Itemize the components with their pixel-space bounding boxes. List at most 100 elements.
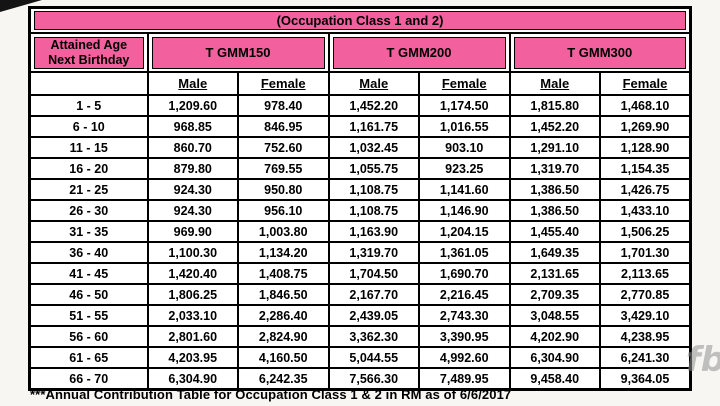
premium-value-cell: 769.55 xyxy=(237,157,330,180)
premium-value-cell: 2,167.70 xyxy=(327,283,420,306)
premium-value-cell: 1,003.80 xyxy=(237,220,330,243)
age-range-cell: 66 - 70 xyxy=(28,367,149,391)
gender-header-label: Male xyxy=(178,76,208,91)
premium-value-cell: 1,319.70 xyxy=(508,157,601,180)
age-range-cell: 26 - 30 xyxy=(28,199,149,222)
premium-value-cell: 846.95 xyxy=(237,115,330,138)
premium-value-cell: 1,426.75 xyxy=(599,178,692,201)
premium-value-cell: 4,203.95 xyxy=(146,346,239,369)
gender-header-female: Female xyxy=(599,71,692,96)
table-row: 41 - 45 1,420.40 1,408.75 1,704.50 1,690.70 2… xyxy=(28,262,692,285)
age-range-cell: 61 - 65 xyxy=(28,346,149,369)
premium-value-cell: 1,128.90 xyxy=(599,136,692,159)
premium-value-cell: 1,163.90 xyxy=(327,220,420,243)
premium-value-cell: 1,016.55 xyxy=(418,115,511,138)
premium-value-cell: 1,108.75 xyxy=(327,199,420,222)
premium-value-cell: 879.80 xyxy=(146,157,239,180)
premium-value-cell: 6,304.90 xyxy=(146,367,239,391)
table-row: 11 - 15 860.70 752.60 1,032.45 903.10 1,291.1… xyxy=(28,136,692,159)
table-body: 1 - 5 1,209.60 978.40 1,452.20 1,174.50 1,815… xyxy=(28,94,692,391)
premium-value-cell: 1,291.10 xyxy=(508,136,601,159)
premium-value-cell: 1,408.75 xyxy=(237,262,330,285)
age-range-cell: 31 - 35 xyxy=(28,220,149,243)
gender-header-male: Male xyxy=(327,71,420,96)
age-range-cell: 11 - 15 xyxy=(28,136,149,159)
premium-value-cell: 1,455.40 xyxy=(508,220,601,243)
premium-value-cell: 1,134.20 xyxy=(237,241,330,264)
gender-header-male: Male xyxy=(146,71,239,96)
age-range-cell: 21 - 25 xyxy=(28,178,149,201)
premium-value-cell: 1,209.60 xyxy=(146,94,239,117)
premium-value-cell: 1,161.75 xyxy=(327,115,420,138)
table-row: 26 - 30 924.30 956.10 1,108.75 1,146.90 1,386… xyxy=(28,199,692,222)
premium-value-cell: 1,806.25 xyxy=(146,283,239,306)
age-range-cell: 46 - 50 xyxy=(28,283,149,306)
premium-value-cell: 752.60 xyxy=(237,136,330,159)
gender-header-female: Female xyxy=(418,71,511,96)
premium-value-cell: 1,701.30 xyxy=(599,241,692,264)
age-range-cell: 41 - 45 xyxy=(28,262,149,285)
premium-value-cell: 978.40 xyxy=(237,94,330,117)
gender-header-row: Male Female Male Female Male Female xyxy=(28,71,692,96)
premium-value-cell: 7,489.95 xyxy=(418,367,511,391)
premium-value-cell: 1,154.35 xyxy=(599,157,692,180)
age-range-cell: 6 - 10 xyxy=(28,115,149,138)
premium-value-cell: 4,202.90 xyxy=(508,325,601,348)
premium-value-cell: 860.70 xyxy=(146,136,239,159)
gender-header-label: Female xyxy=(441,76,487,91)
premium-value-cell: 1,690.70 xyxy=(418,262,511,285)
premium-value-cell: 2,439.05 xyxy=(327,304,420,327)
premium-value-cell: 1,146.90 xyxy=(418,199,511,222)
plan-header-cell-gmm150: T GMM150 xyxy=(146,32,330,73)
premium-value-cell: 969.90 xyxy=(146,220,239,243)
plan-header-gmm200: T GMM200 xyxy=(332,36,506,69)
premium-value-cell: 1,174.50 xyxy=(418,94,511,117)
age-header: Attained Age Next Birthday xyxy=(34,36,144,69)
premium-value-cell: 5,044.55 xyxy=(327,346,420,369)
premium-value-cell: 1,420.40 xyxy=(146,262,239,285)
premium-value-cell: 1,386.50 xyxy=(508,178,601,201)
premium-value-cell: 9,458.40 xyxy=(508,367,601,391)
contribution-table: (Occupation Class 1 and 2) Attained Age … xyxy=(28,6,692,391)
premium-value-cell: 2,286.40 xyxy=(237,304,330,327)
premium-value-cell: 1,319.70 xyxy=(327,241,420,264)
premium-value-cell: 1,452.20 xyxy=(327,94,420,117)
premium-value-cell: 2,770.85 xyxy=(599,283,692,306)
premium-value-cell: 3,390.95 xyxy=(418,325,511,348)
premium-value-cell: 923.25 xyxy=(418,157,511,180)
table-row: 61 - 65 4,203.95 4,160.50 5,044.55 4,992.60 6… xyxy=(28,346,692,369)
premium-value-cell: 2,216.45 xyxy=(418,283,511,306)
premium-value-cell: 950.80 xyxy=(237,178,330,201)
age-range-cell: 51 - 55 xyxy=(28,304,149,327)
premium-value-cell: 6,241.30 xyxy=(599,346,692,369)
premium-value-cell: 903.10 xyxy=(418,136,511,159)
table-row: 16 - 20 879.80 769.55 1,055.75 923.25 1,319.7… xyxy=(28,157,692,180)
premium-value-cell: 1,815.80 xyxy=(508,94,601,117)
table-row: 36 - 40 1,100.30 1,134.20 1,319.70 1,361.05 1… xyxy=(28,241,692,264)
plan-header-gmm300: T GMM300 xyxy=(513,36,686,69)
table-row: 6 - 10 968.85 846.95 1,161.75 1,016.55 1,452.… xyxy=(28,115,692,138)
age-range-cell: 1 - 5 xyxy=(28,94,149,117)
table-row: 1 - 5 1,209.60 978.40 1,452.20 1,174.50 1,815… xyxy=(28,94,692,117)
premium-value-cell: 9,364.05 xyxy=(599,367,692,391)
premium-value-cell: 4,160.50 xyxy=(237,346,330,369)
premium-value-cell: 1,433.10 xyxy=(599,199,692,222)
premium-value-cell: 4,992.60 xyxy=(418,346,511,369)
gender-header-label: Male xyxy=(359,76,389,91)
premium-value-cell: 1,055.75 xyxy=(327,157,420,180)
premium-value-cell: 6,304.90 xyxy=(508,346,601,369)
premium-value-cell: 6,242.35 xyxy=(237,367,330,391)
premium-value-cell: 924.30 xyxy=(146,178,239,201)
age-column-spacer-cell xyxy=(28,71,149,96)
table-title: (Occupation Class 1 and 2) xyxy=(34,11,686,30)
premium-value-cell: 3,429.10 xyxy=(599,304,692,327)
plan-header-gmm150: T GMM150 xyxy=(151,36,325,69)
age-range-cell: 56 - 60 xyxy=(28,325,149,348)
age-range-cell: 16 - 20 xyxy=(28,157,149,180)
premium-value-cell: 7,566.30 xyxy=(327,367,420,391)
plan-header-cell-gmm200: T GMM200 xyxy=(327,32,511,73)
age-header-line1: Attained Age xyxy=(50,37,128,52)
table-title-cell: (Occupation Class 1 and 2) xyxy=(28,6,692,34)
title-row: (Occupation Class 1 and 2) xyxy=(28,6,692,34)
